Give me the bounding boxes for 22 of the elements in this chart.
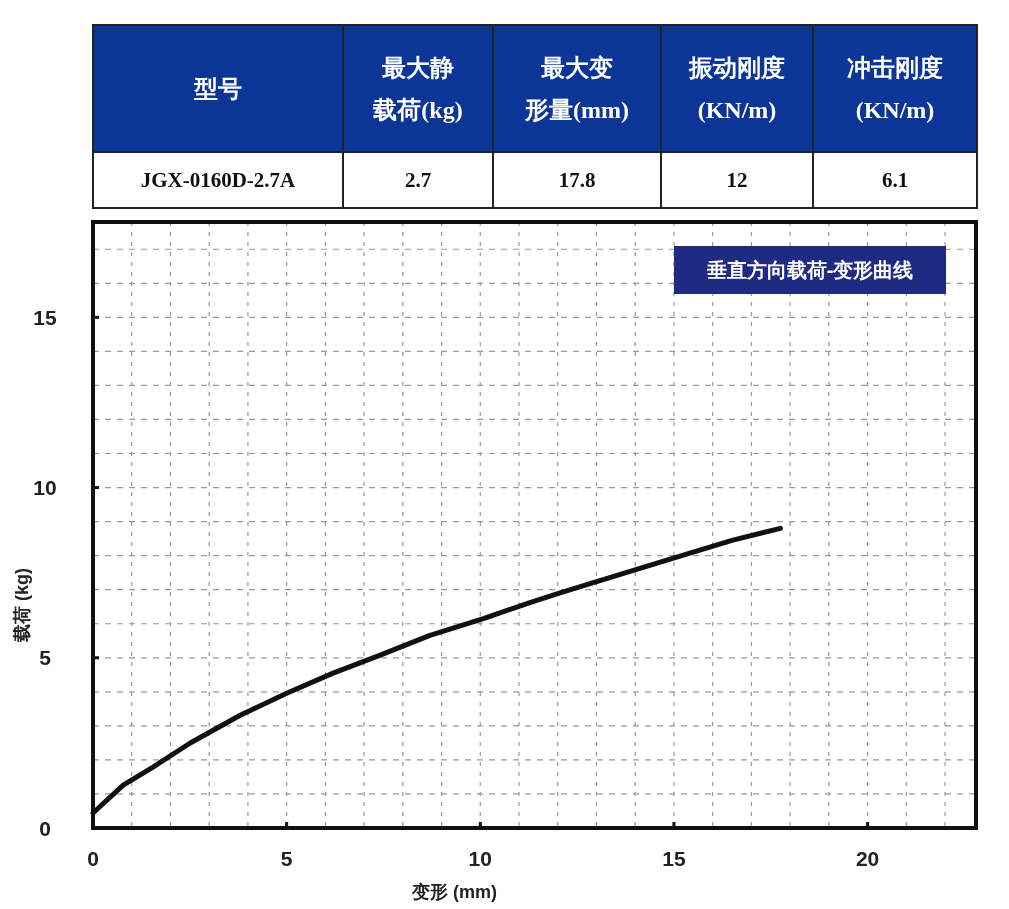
text: 6.1 <box>881 168 909 192</box>
text: 12 <box>726 168 748 192</box>
text: 17.8 <box>558 168 596 192</box>
x-tick-label: 15 <box>662 847 686 870</box>
x-tick-label: 0 <box>87 847 99 870</box>
category-label: 最大静载荷(kg) <box>372 54 463 123</box>
text: 2.7 <box>404 168 432 192</box>
x-tick-label: 10 <box>468 847 492 870</box>
category-label: 振动刚度(KN/m) <box>688 54 785 123</box>
category-label: 型号 <box>193 75 242 102</box>
y-tick-label: 10 <box>33 476 57 500</box>
y-tick-label: 0 <box>39 816 51 840</box>
x-axis-title: 变形 (mm) <box>411 882 497 902</box>
x-tick-label: 5 <box>280 847 293 870</box>
y-tick-label: 5 <box>39 646 52 670</box>
category-label: 最大变形量(mm) <box>524 54 629 123</box>
y-tick-label: 15 <box>33 305 57 329</box>
category-label: 冲击刚度(KN/m) <box>847 54 943 123</box>
text: JGX-0160D-2.7A <box>140 168 297 192</box>
x-tick-label: 20 <box>855 847 880 870</box>
text: 垂直方向载荷-变形曲线 <box>705 259 914 281</box>
y-axis-title: 载荷 (kg) <box>12 568 32 643</box>
